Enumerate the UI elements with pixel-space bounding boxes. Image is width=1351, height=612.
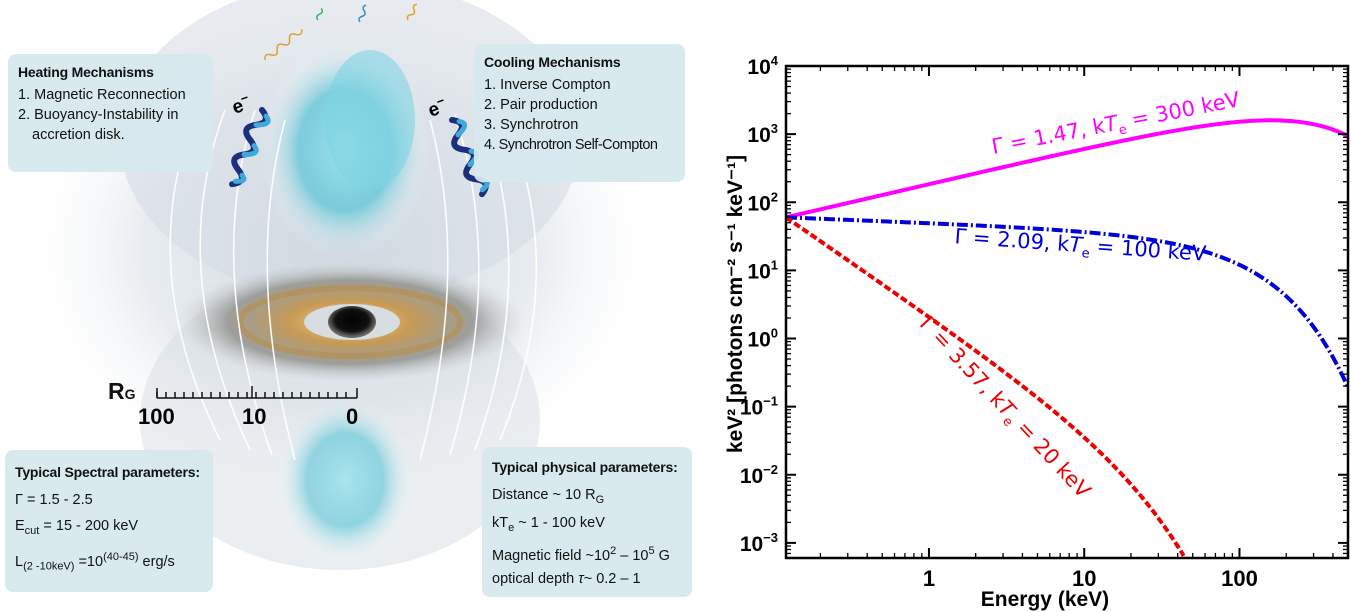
heating-item: accretion disk. bbox=[32, 127, 125, 143]
rg-tick-10: 10 bbox=[242, 404, 267, 429]
x-tick-label: 1 bbox=[923, 566, 935, 591]
heating-title: Heating Mechanisms bbox=[18, 64, 154, 80]
x-axis-label: Energy (keV) bbox=[981, 588, 1109, 611]
y-tick-label: 103 bbox=[747, 121, 778, 147]
y-tick-label: 10−3 bbox=[740, 530, 778, 556]
y-tick-label: 104 bbox=[747, 53, 778, 79]
electron-helix-left bbox=[229, 107, 271, 188]
series-label-3: Γ = 3.57, kTe = 20 keV bbox=[912, 312, 1096, 506]
y-tick-label: 10−1 bbox=[740, 394, 778, 420]
cooling-item: 2. Pair production bbox=[484, 97, 598, 113]
physical-optical-depth: optical depth τ~ 0.2 – 1 bbox=[492, 570, 641, 587]
curves bbox=[784, 118, 1350, 557]
cooling-item: 3. Synchrotron bbox=[484, 117, 579, 133]
cooling-title: Cooling Mechanisms bbox=[484, 54, 621, 70]
heating-mechanisms-box: Heating Mechanisms 1. Magnetic Reconnect… bbox=[8, 54, 213, 172]
y-tick-label: 10−2 bbox=[740, 462, 778, 488]
series-line-3 bbox=[784, 215, 1186, 557]
y-tick-label: 102 bbox=[747, 189, 778, 215]
lower-jet bbox=[275, 395, 415, 565]
spectral-parameters-box: Typical Spectral parameters: Γ = 1.5 - 2… bbox=[5, 450, 213, 592]
rg-tick-100: 100 bbox=[138, 404, 175, 429]
spectral-ecut: Ecut = 15 - 200 keV bbox=[15, 518, 139, 537]
physical-magnetic-field: Magnetic field ~102 – 105 G bbox=[492, 544, 670, 564]
physical-parameters-box: Typical physical parameters: Distance ~ … bbox=[482, 447, 692, 597]
x-tick-label: 100 bbox=[1221, 566, 1258, 591]
y-tick-label: 100 bbox=[747, 326, 778, 352]
physical-distance: Distance ~ 10 RG bbox=[492, 487, 605, 506]
spectral-title: Typical Spectral parameters: bbox=[15, 464, 200, 480]
heating-item: 2. Buoyancy-Instability in bbox=[18, 107, 179, 123]
series-label-1: Γ = 1.47, kTe = 300 keV bbox=[990, 87, 1243, 163]
series-line-2 bbox=[785, 215, 1350, 389]
y-axis-label: keV² [photons cm⁻² s⁻¹ keV⁻¹] bbox=[724, 155, 747, 453]
y-tick-label: 101 bbox=[747, 257, 778, 283]
rg-scale-bar bbox=[156, 386, 358, 399]
cooling-item: 4. Synchrotron Self-Compton bbox=[484, 137, 658, 153]
rg-tick-0: 0 bbox=[346, 404, 359, 429]
black-hole bbox=[328, 306, 376, 338]
rg-scale-label: RG bbox=[108, 378, 136, 404]
physical-title: Typical physical parameters: bbox=[492, 459, 678, 475]
plot-frame bbox=[784, 64, 1350, 560]
series-line-1 bbox=[785, 118, 1349, 220]
cooling-item: 1. Inverse Compton bbox=[484, 77, 611, 93]
series-label-2: Γ = 2.09, kTe = 100 keV bbox=[954, 224, 1208, 270]
heating-item: 1. Magnetic Reconnection bbox=[18, 87, 186, 103]
cooling-mechanisms-box: Cooling Mechanisms 1. Inverse Compton 2.… bbox=[474, 44, 685, 182]
spectral-gamma: Γ = 1.5 - 2.5 bbox=[15, 492, 93, 508]
spectral-luminosity: L(2 -10keV) =10(40-45) erg/s bbox=[15, 550, 175, 573]
x-tick-label: 10 bbox=[1072, 566, 1096, 591]
physical-kte: kTe ~ 1 - 100 keV bbox=[492, 514, 605, 534]
